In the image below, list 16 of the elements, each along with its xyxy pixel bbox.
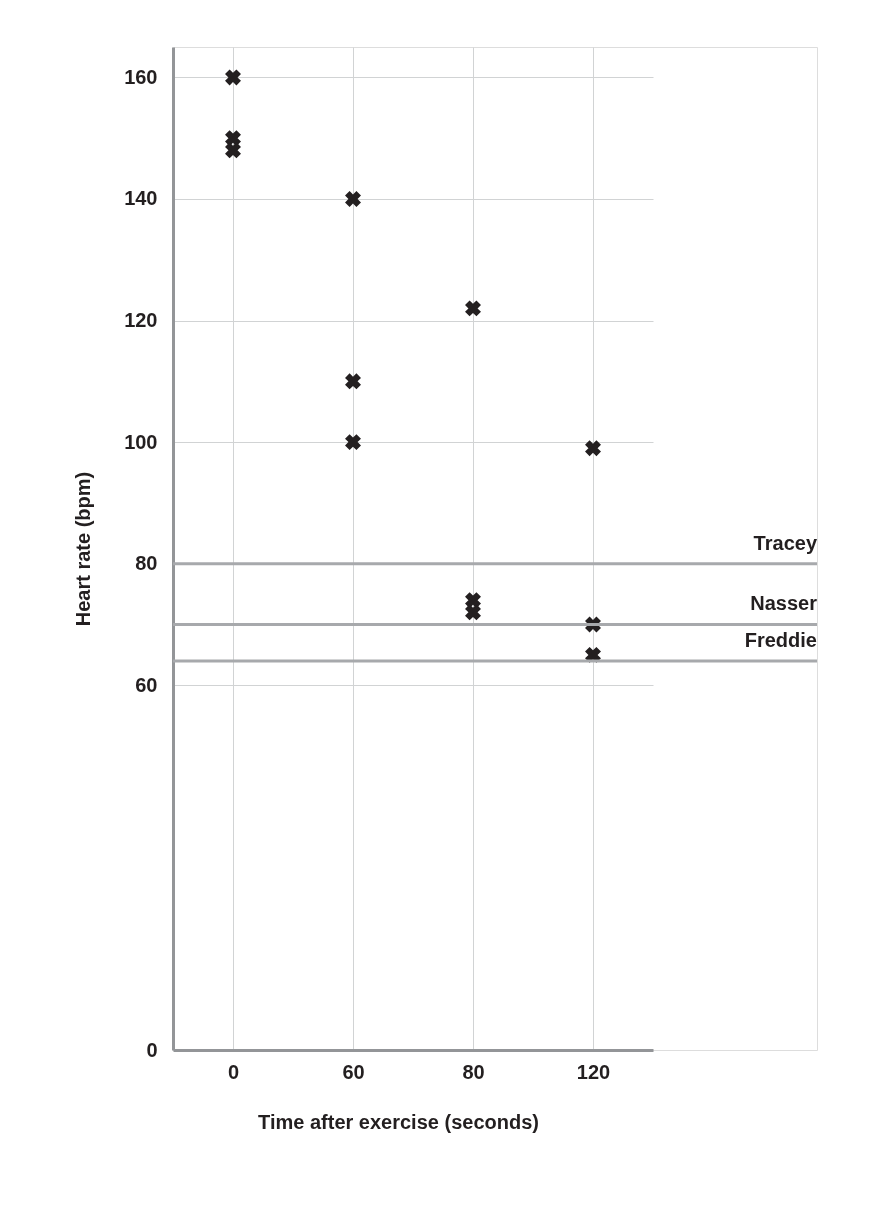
x-tick-label: 80 (462, 1060, 485, 1083)
y-tick-label: 60 (135, 673, 158, 696)
y-axis-title: Heart rate (bpm) (72, 471, 95, 627)
y-tick-label: 120 (124, 309, 158, 332)
ref-line-label: Nasser (750, 592, 818, 615)
x-tick-label: 0 (227, 1060, 240, 1083)
y-tick-label: 80 (135, 552, 158, 575)
x-axis-title: Time after exercise (seconds) (258, 1110, 539, 1133)
y-tick-label: 140 (124, 187, 158, 210)
x-tick-label: 120 (576, 1060, 611, 1083)
y-tick-label: 0 (146, 1038, 158, 1061)
ref-line-label: Freddie (744, 628, 817, 651)
x-tick-label: 60 (342, 1060, 365, 1083)
y-tick-label: 100 (124, 430, 158, 453)
ref-line-label: Tracey (753, 531, 818, 554)
y-tick-label: 160 (124, 65, 158, 88)
